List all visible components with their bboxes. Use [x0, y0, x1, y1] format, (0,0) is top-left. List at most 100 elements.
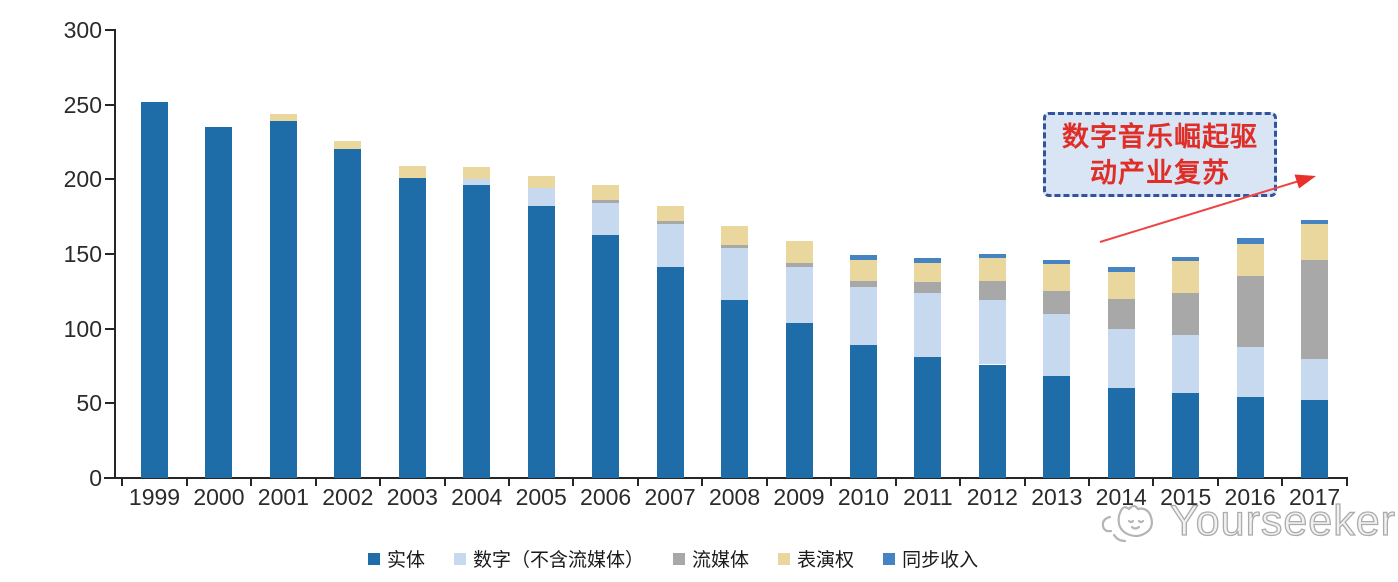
bar-segment	[1172, 392, 1200, 478]
legend-item: 实体	[368, 545, 425, 572]
x-axis-tick-label: 2007	[644, 484, 696, 510]
y-axis-tick	[105, 178, 115, 181]
x-axis-tick	[959, 479, 962, 486]
legend-item: 流媒体	[673, 545, 749, 572]
bar-segment	[1236, 276, 1264, 347]
x-axis-tick-label: 2011	[903, 484, 953, 510]
bar-segment	[398, 165, 426, 178]
x-axis-tick-label: 2006	[580, 484, 632, 510]
x-axis-tick	[830, 479, 833, 486]
y-axis-tick-label: 200	[63, 166, 102, 193]
bar-segment	[334, 140, 362, 150]
x-axis-tick	[121, 479, 124, 486]
legend-swatch-icon	[368, 552, 380, 565]
bar-segment	[398, 177, 426, 478]
x-axis-tick-label: 2016	[1224, 484, 1276, 510]
annotation-line1: 数字音乐崛起驱	[1062, 121, 1258, 152]
y-axis-tick-label: 0	[89, 465, 102, 491]
bar-segment	[1172, 292, 1200, 335]
y-axis-line	[114, 29, 116, 479]
y-axis-tick-label: 300	[63, 17, 102, 43]
bar-segment	[592, 200, 620, 204]
bar-segment	[463, 185, 491, 478]
bar-segment	[592, 185, 620, 201]
bar-segment	[849, 345, 877, 478]
bar-segment	[721, 245, 749, 249]
bar-segment	[1043, 313, 1071, 377]
x-axis-tick	[636, 479, 639, 486]
x-axis-line	[104, 477, 1348, 479]
bar-segment	[1301, 219, 1329, 225]
bar-segment	[1107, 271, 1135, 299]
watermark: Yourseeker	[1169, 496, 1396, 545]
bar-segment	[978, 258, 1006, 281]
bar-segment	[914, 262, 942, 283]
x-axis-tick-label: 2015	[1160, 484, 1212, 510]
x-axis-tick-label: 2005	[515, 484, 567, 510]
bar-segment	[721, 300, 749, 478]
y-axis-tick	[105, 477, 115, 479]
legend: 实体 数字（不含流媒体） 流媒体 表演权 同步收入	[368, 545, 978, 572]
bar-segment	[849, 259, 877, 281]
yourseeker-logo-icon	[1101, 504, 1153, 543]
legend-label: 流媒体	[692, 550, 750, 571]
bar-segment	[269, 121, 297, 478]
bar-segment	[527, 188, 555, 207]
bar-segment	[1043, 291, 1071, 314]
bar-segment	[1107, 328, 1135, 389]
bar-segment	[721, 225, 749, 246]
x-axis-tick-label: 2001	[257, 484, 309, 510]
bar-segment	[1301, 259, 1329, 359]
bar-segment	[1172, 256, 1200, 262]
x-axis-tick	[1088, 479, 1091, 486]
legend-item: 数字（不含流媒体）	[454, 545, 644, 572]
x-axis-tick	[250, 479, 253, 486]
x-axis-tick-label: 2003	[386, 484, 438, 510]
bar-segment	[656, 206, 684, 222]
legend-label: 实体	[387, 550, 426, 571]
x-axis-tick	[1023, 479, 1026, 486]
x-axis-tick-label: 1999	[128, 484, 181, 510]
y-axis-tick	[105, 402, 115, 405]
x-axis-tick-label: 2017	[1289, 484, 1341, 510]
bar-segment	[205, 127, 233, 478]
bar-segment	[1043, 264, 1071, 292]
bar-segment	[721, 248, 749, 301]
bar-segment	[527, 176, 555, 189]
bar-segment	[914, 292, 942, 358]
bar-segment	[334, 149, 362, 478]
x-axis-tick-label: 2012	[966, 484, 1018, 510]
annotation-line2: 动产业复苏	[1090, 157, 1230, 188]
x-axis-tick	[1152, 479, 1155, 486]
x-axis-tick	[185, 479, 188, 486]
legend-item: 同步收入	[883, 545, 978, 572]
x-axis-tick-label: 2009	[773, 484, 825, 510]
x-axis-tick	[765, 479, 768, 486]
x-axis-tick-label: 2008	[708, 484, 761, 510]
bar-segment	[527, 206, 555, 478]
bar-segment	[1172, 261, 1200, 293]
legend-swatch-icon	[778, 552, 791, 565]
bar-segment	[849, 255, 877, 260]
x-axis-tick-label: 2002	[322, 484, 374, 510]
bar-segment	[463, 167, 491, 180]
x-axis-tick	[701, 479, 704, 486]
bar-segment	[849, 286, 877, 346]
bar-segment	[978, 280, 1006, 301]
bar-segment	[785, 240, 813, 263]
bar-segment	[1301, 400, 1329, 478]
bar-segment	[1301, 358, 1329, 401]
bar-segment	[1172, 334, 1200, 393]
x-axis-tick	[1216, 479, 1219, 486]
x-axis-tick-label: 2010	[837, 484, 890, 510]
y-axis-tick	[105, 103, 115, 106]
bar-segment	[978, 300, 1006, 365]
legend-label: 表演权	[797, 550, 855, 571]
bar-segment	[914, 258, 942, 263]
y-axis-tick-label: 100	[63, 315, 102, 342]
bar-segment	[1043, 376, 1071, 478]
legend-item: 表演权	[778, 545, 854, 572]
bar-segment	[463, 179, 491, 186]
bar-segment	[141, 101, 168, 478]
